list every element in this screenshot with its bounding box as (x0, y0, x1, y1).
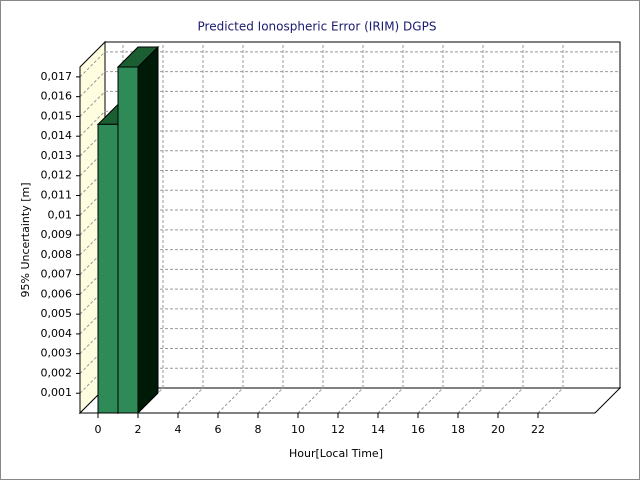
bar-side (137, 45, 159, 415)
grid-line (79, 130, 106, 157)
bar (117, 66, 139, 414)
y-tick-label: 0,007 (41, 268, 73, 281)
grid-line (337, 387, 364, 414)
x-tick-label: 2 (135, 423, 142, 436)
y-tick-label: 0,008 (41, 248, 73, 261)
y-tick-label: 0,005 (41, 307, 73, 320)
x-tick-label: 4 (175, 423, 182, 436)
y-axis-label: 95% Uncertainty [m] (19, 182, 32, 297)
y-tick-label: 0,012 (41, 169, 73, 182)
grid-line (377, 387, 404, 414)
y-tick-label: 0,011 (41, 189, 73, 202)
grid-line (79, 367, 106, 394)
x-tick-label: 22 (531, 423, 545, 436)
y-tick-label: 0,015 (41, 109, 73, 122)
x-tick-label: 18 (451, 423, 465, 436)
grid-line (497, 387, 524, 414)
grid-line (79, 269, 106, 295)
grid-line (79, 209, 106, 236)
grid-line (217, 387, 244, 414)
y-tick-label: 0,01 (48, 208, 73, 221)
chart-title: Predicted Ionospheric Error (IRIM) DGPS (198, 20, 437, 34)
grid-line (457, 387, 484, 414)
x-axis-label: Hour[Local Time] (289, 447, 383, 460)
x-tick-label: 0 (95, 423, 102, 436)
grid-line (177, 387, 204, 414)
y-tick-label: 0,001 (41, 386, 73, 399)
y-tick-label: 0,016 (41, 90, 73, 103)
grid-line (417, 387, 444, 414)
y-tick-label: 0,014 (41, 129, 73, 142)
y-tick-label: 0,006 (41, 287, 73, 300)
x-tick-label: 6 (215, 423, 222, 436)
grid-line (297, 387, 324, 414)
y-tick-label: 0,009 (41, 228, 73, 241)
grid-line (79, 288, 106, 315)
x-tick-label: 14 (371, 423, 385, 436)
grid-line (79, 328, 106, 355)
x-tick-label: 10 (291, 423, 305, 436)
y-tick-label: 0,017 (41, 70, 73, 83)
x-tick-label: 12 (331, 423, 345, 436)
y-tick-label: 0,004 (41, 327, 73, 340)
grid-line (79, 150, 106, 177)
grid-line (79, 91, 106, 117)
bar (97, 123, 119, 414)
grid-line (257, 387, 284, 414)
grid-line (79, 110, 106, 137)
grid-line (79, 51, 106, 78)
grid-line (79, 71, 106, 98)
x-tick-label: 16 (411, 423, 425, 436)
y-tick-label: 0,002 (41, 366, 73, 379)
x-tick-label: 20 (491, 423, 505, 436)
grid-line (79, 189, 106, 216)
grid-line (79, 229, 106, 256)
x-tick-label: 8 (255, 423, 262, 436)
y-tick-label: 0,003 (41, 347, 73, 360)
grid-line (79, 308, 106, 335)
y-tick-label: 0,013 (41, 149, 73, 162)
grid-line (537, 387, 564, 414)
grid-line (79, 348, 106, 374)
grid-line (79, 249, 106, 275)
grid-line (79, 170, 106, 196)
